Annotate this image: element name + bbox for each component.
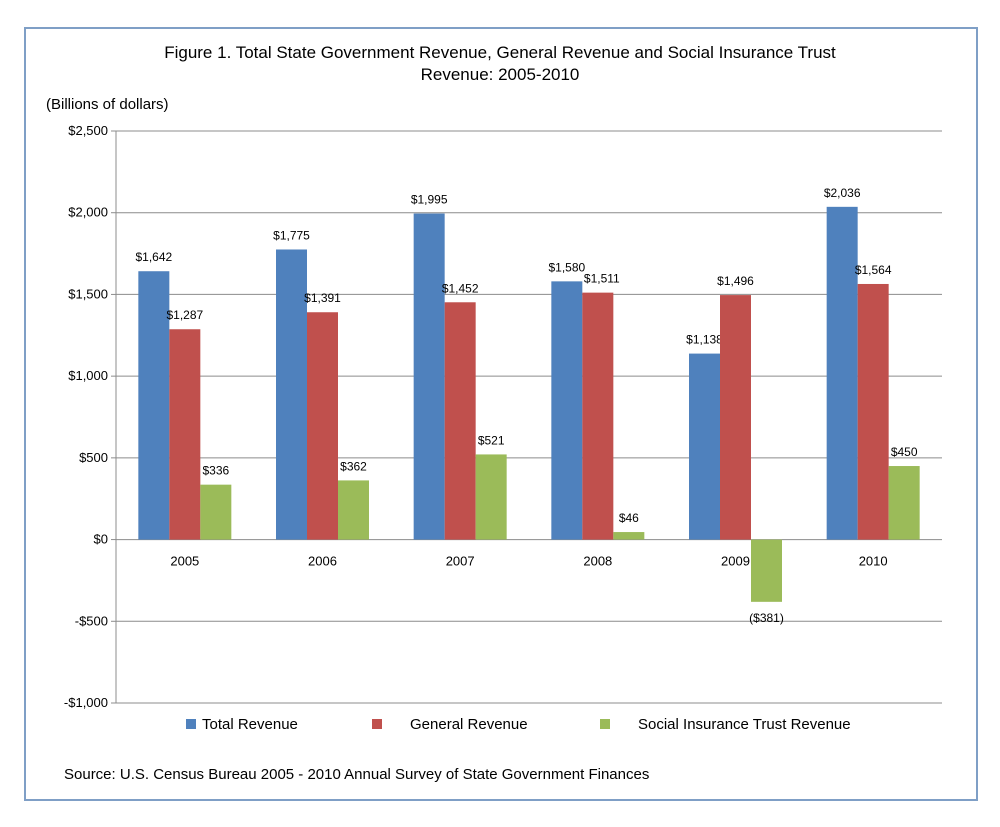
legend-label-total-revenue: Total Revenue bbox=[202, 716, 298, 733]
data-label: ($381) bbox=[749, 611, 784, 625]
y-tick-label: -$1,000 bbox=[64, 695, 108, 710]
chart-title: Figure 1. Total State Government Revenue… bbox=[0, 42, 1000, 86]
bar bbox=[413, 213, 445, 540]
legend-item-total-revenue: Total Revenue bbox=[186, 716, 298, 733]
y-tick-label: $1,500 bbox=[68, 286, 108, 301]
y-tick-label: $500 bbox=[79, 450, 108, 465]
chart-title-line2: Revenue: 2005-2010 bbox=[420, 65, 580, 84]
x-tick-label: 2006 bbox=[308, 554, 337, 569]
y-tick-label: $2,500 bbox=[68, 123, 108, 138]
bar bbox=[138, 271, 170, 540]
data-label: $336 bbox=[202, 464, 229, 478]
bar bbox=[276, 249, 307, 540]
bar bbox=[200, 484, 232, 540]
bar bbox=[689, 353, 720, 540]
y-tick-label: $1,000 bbox=[68, 368, 108, 383]
data-label: $1,138 bbox=[686, 333, 723, 347]
bar bbox=[826, 206, 858, 540]
y-tick-label: $2,000 bbox=[68, 205, 108, 220]
legend-label-social-insurance: Social Insurance Trust Revenue bbox=[638, 716, 851, 733]
data-label: $1,995 bbox=[411, 193, 448, 207]
legend-label-general-revenue: General Revenue bbox=[410, 716, 528, 733]
bar bbox=[338, 480, 369, 540]
legend-swatch-social-insurance bbox=[600, 719, 610, 729]
legend-swatch-general-revenue bbox=[372, 719, 382, 729]
legend-item-general-revenue: General Revenue bbox=[372, 716, 528, 733]
bar bbox=[751, 539, 782, 602]
data-label: $521 bbox=[478, 433, 505, 447]
bar bbox=[307, 312, 338, 540]
data-label: $362 bbox=[340, 459, 367, 473]
y-tick-label: $0 bbox=[94, 532, 108, 547]
y-tick-label: -$500 bbox=[75, 613, 108, 628]
x-tick-label: 2005 bbox=[170, 554, 199, 569]
data-label: $46 bbox=[619, 511, 639, 525]
data-label: $1,511 bbox=[584, 272, 620, 286]
data-label: $450 bbox=[891, 445, 918, 459]
bar bbox=[613, 532, 645, 540]
x-tick-label: 2008 bbox=[583, 554, 612, 569]
data-label: $2,036 bbox=[824, 186, 861, 200]
bar bbox=[582, 292, 614, 540]
bar bbox=[888, 466, 920, 540]
bar bbox=[169, 329, 201, 540]
data-label: $1,775 bbox=[273, 228, 310, 242]
bar bbox=[551, 281, 583, 540]
data-label: $1,287 bbox=[166, 308, 203, 322]
data-label: $1,642 bbox=[135, 250, 172, 264]
legend-swatch-total-revenue bbox=[186, 719, 196, 729]
bar bbox=[444, 302, 476, 540]
legend-item-social-insurance: Social Insurance Trust Revenue bbox=[600, 716, 851, 733]
x-tick-label: 2009 bbox=[721, 554, 750, 569]
y-axis-label: (Billions of dollars) bbox=[46, 96, 169, 113]
data-label: $1,564 bbox=[855, 263, 892, 277]
data-label: $1,496 bbox=[717, 274, 754, 288]
data-label: $1,391 bbox=[304, 291, 341, 305]
bar bbox=[475, 454, 507, 540]
bar bbox=[720, 295, 751, 540]
x-tick-label: 2007 bbox=[446, 554, 475, 569]
bar bbox=[857, 283, 889, 540]
data-label: $1,580 bbox=[548, 260, 585, 274]
data-label: $1,452 bbox=[442, 281, 479, 295]
source-note: Source: U.S. Census Bureau 2005 - 2010 A… bbox=[64, 766, 650, 783]
chart-title-line1: Figure 1. Total State Government Revenue… bbox=[164, 43, 836, 62]
x-tick-label: 2010 bbox=[859, 554, 888, 569]
